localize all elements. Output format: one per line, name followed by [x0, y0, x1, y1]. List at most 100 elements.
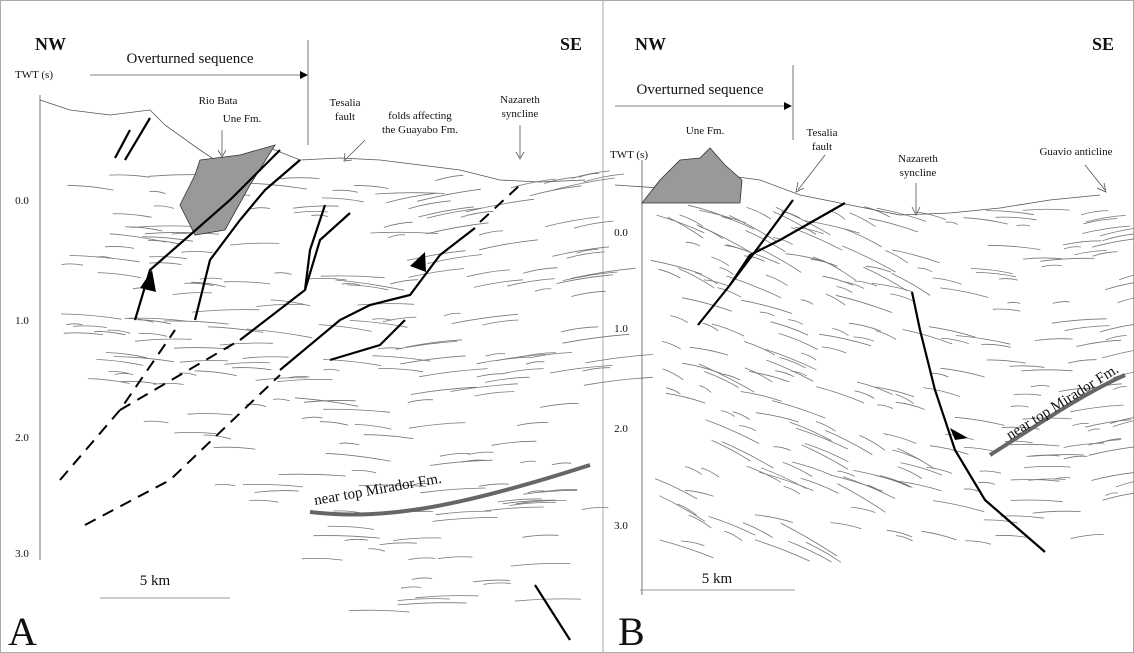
reflector	[983, 519, 1018, 524]
reflector	[468, 451, 494, 455]
reflector	[507, 278, 555, 287]
reflector	[143, 420, 169, 424]
reflector	[224, 362, 271, 365]
reflector	[681, 297, 733, 312]
reflector	[851, 507, 876, 513]
pointer	[795, 154, 826, 193]
reflector	[1010, 499, 1063, 503]
reflector	[420, 487, 486, 494]
text-line: folds affecting	[388, 110, 452, 122]
reflector	[255, 377, 307, 381]
reflector	[729, 215, 778, 243]
reflector	[940, 287, 989, 298]
reflector	[1016, 224, 1031, 227]
reflector	[485, 376, 530, 383]
reflector	[1004, 440, 1033, 444]
reflector	[485, 353, 506, 357]
reflector	[659, 495, 706, 522]
reflector	[999, 278, 1018, 281]
reflector	[309, 277, 347, 281]
reflector	[863, 266, 908, 292]
reflector	[1009, 365, 1045, 368]
reflector	[114, 373, 134, 375]
reflector	[514, 598, 581, 602]
reflector	[650, 259, 703, 275]
reflector	[759, 311, 775, 317]
reflector	[148, 256, 187, 260]
reflector	[830, 522, 862, 530]
reflector	[726, 275, 782, 299]
reflector	[986, 359, 1026, 364]
reflector	[765, 274, 788, 286]
reflector	[679, 214, 704, 227]
reflector	[755, 412, 799, 423]
reflector	[478, 483, 510, 487]
reflector	[246, 328, 313, 339]
reflector	[875, 330, 897, 340]
reflector	[748, 371, 790, 383]
reflector	[1063, 442, 1104, 448]
reflector	[386, 192, 436, 204]
reflector	[800, 352, 817, 361]
reflector	[1083, 218, 1118, 225]
nw-label: NW	[35, 34, 66, 54]
reflector	[1010, 479, 1060, 482]
reflector	[1032, 510, 1081, 514]
reflector	[571, 170, 610, 179]
text-line: syncline	[900, 167, 937, 179]
reflector	[794, 227, 824, 235]
reflector	[67, 184, 114, 191]
reflector	[837, 470, 855, 477]
reflector	[1007, 301, 1021, 304]
reflector	[335, 279, 405, 291]
reflector	[696, 224, 753, 254]
reflector	[249, 499, 279, 503]
reflector	[789, 421, 832, 441]
reflector	[810, 258, 838, 267]
reflector	[890, 293, 914, 302]
reflector	[986, 210, 1034, 216]
reflector	[721, 410, 735, 417]
reflector	[775, 370, 795, 378]
fault	[697, 199, 794, 326]
reflector	[527, 490, 546, 493]
reflector	[357, 303, 414, 306]
reflector	[273, 398, 290, 402]
reflector	[1087, 428, 1101, 432]
reflector	[522, 534, 559, 538]
reflector	[408, 268, 465, 278]
fault	[910, 291, 1046, 553]
reflector	[408, 200, 451, 210]
reflector	[791, 370, 807, 377]
reflector	[932, 500, 985, 513]
panel-b: NW SE Overturned sequence TWT (s) 0.0 1.…	[610, 34, 1126, 653]
reflector	[439, 453, 470, 457]
reflector	[766, 359, 814, 382]
reflector	[1010, 443, 1060, 447]
reflector	[230, 242, 280, 246]
reflector	[717, 287, 742, 298]
reflector	[886, 529, 913, 538]
reflector	[250, 207, 271, 210]
reflector	[694, 272, 718, 285]
reflector	[407, 399, 434, 403]
reflector	[801, 444, 849, 470]
reflector	[843, 228, 883, 248]
fault	[239, 212, 351, 341]
une-label: Une Fm.	[686, 125, 725, 137]
reflector	[821, 346, 847, 354]
reflector	[583, 376, 653, 386]
reflector	[323, 368, 340, 371]
reflector	[368, 548, 386, 552]
fault	[114, 117, 151, 161]
reflector	[582, 367, 611, 372]
reflector	[187, 413, 233, 416]
reflector	[379, 542, 417, 546]
reflector	[1085, 215, 1126, 223]
tesalia-label: Tesalia fault	[330, 97, 361, 123]
reflector	[1092, 251, 1118, 257]
reflector	[1030, 385, 1050, 388]
reflector	[465, 198, 535, 213]
